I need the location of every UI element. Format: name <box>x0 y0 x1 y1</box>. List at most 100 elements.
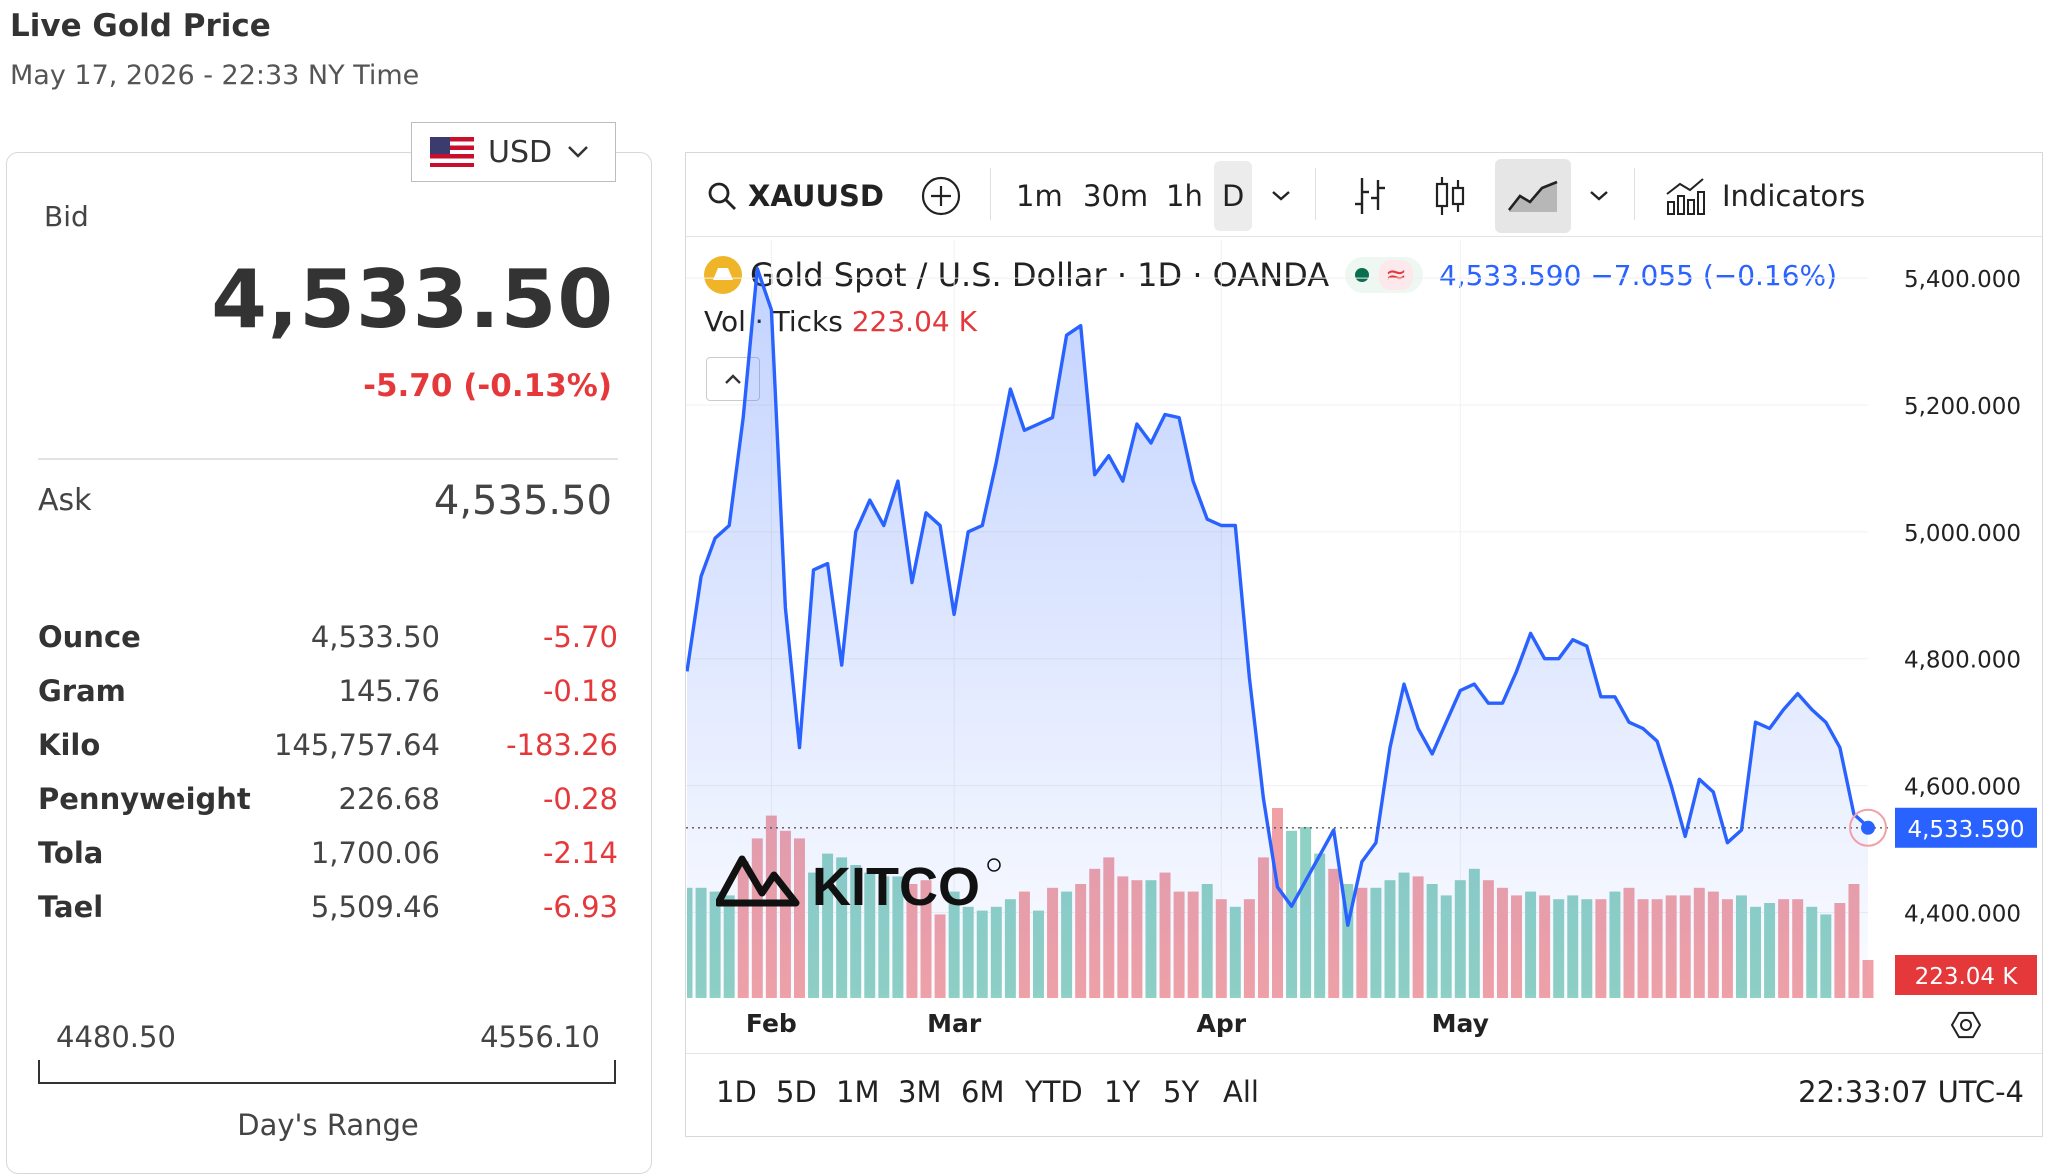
plus-circle-icon <box>921 176 961 216</box>
interval-1h[interactable]: 1h <box>1166 179 1203 213</box>
bar-chart-type-button[interactable] <box>1352 155 1388 237</box>
bid-label: Bid <box>44 200 89 233</box>
price-area <box>687 268 1868 996</box>
unit-price: 145.76 <box>338 674 440 708</box>
y-tick-label: 5,000.000 <box>1904 521 2021 547</box>
gold-bar-icon <box>704 256 742 294</box>
chart-type-dropdown[interactable] <box>1588 155 1610 237</box>
day-range-low: 4480.50 <box>56 1020 176 1054</box>
area-chart-icon <box>1507 180 1558 212</box>
bars-icon <box>1355 178 1385 214</box>
search-icon <box>708 182 736 210</box>
chart-toolbar <box>686 155 2042 237</box>
ask-label: Ask <box>38 483 92 518</box>
unit-name: Gram <box>38 674 126 708</box>
symbol-label: XAUUSD <box>748 179 884 213</box>
unit-row: Ounce 4,533.50 -5.70 <box>38 620 618 660</box>
currency-label: USD <box>488 134 553 170</box>
interval-1m[interactable]: 1m <box>1016 179 1063 213</box>
unit-change: -2.14 <box>542 836 618 870</box>
range-1m[interactable]: 1M <box>836 1075 880 1109</box>
kitco-logo: KITCO <box>714 853 1006 917</box>
chart-clock: 22:33:07 UTC-4 <box>1798 1075 2024 1109</box>
y-tick-label: 5,200.000 <box>1904 394 2021 420</box>
unit-change: -6.93 <box>542 890 618 924</box>
unit-row: Pennyweight 226.68 -0.28 <box>38 782 618 822</box>
legend-title: Gold Spot / U.S. Dollar · 1D · OANDA <box>750 256 1330 294</box>
divider <box>38 458 618 460</box>
compare-button[interactable] <box>920 155 962 237</box>
day-range-high: 4556.10 <box>480 1020 600 1054</box>
indicators-button[interactable]: Indicators <box>1664 155 1865 237</box>
currency-select[interactable]: USD <box>411 122 616 182</box>
day-range-bar <box>38 1060 616 1084</box>
y-tick-label: 4,800.000 <box>1904 648 2021 674</box>
area-chart-type-button[interactable] <box>1495 159 1571 233</box>
range-5y[interactable]: 5Y <box>1163 1075 1200 1109</box>
x-tick-label: Mar <box>927 1009 982 1038</box>
unit-price: 226.68 <box>338 782 440 816</box>
chart-legend: Gold Spot / U.S. Dollar · 1D · OANDA ≈ 4… <box>704 250 1837 300</box>
day-range-label: Day's Range <box>237 1108 419 1142</box>
candles-chart-type-button[interactable] <box>1432 155 1468 237</box>
chevron-down-icon <box>1272 191 1290 201</box>
range-6m[interactable]: 6M <box>961 1075 1005 1109</box>
chevron-down-icon <box>1590 191 1608 201</box>
range-3m[interactable]: 3M <box>898 1075 942 1109</box>
indicators-label: Indicators <box>1722 179 1866 213</box>
volume-legend: Vol · Ticks 223.04 K <box>704 305 977 338</box>
legend-change: −7.055 (−0.16%) <box>1590 258 1838 292</box>
settings-icon[interactable] <box>1950 1011 1982 1039</box>
volume-value: 223.04 K <box>851 305 977 338</box>
unit-name: Pennyweight <box>38 782 251 816</box>
svg-text:KITCO: KITCO <box>812 857 980 913</box>
range-1y[interactable]: 1Y <box>1104 1075 1141 1109</box>
y-tick-label: 5,400.000 <box>1904 267 2021 293</box>
unit-change: -0.18 <box>542 674 618 708</box>
last-price-tag-label: 4,533.590 <box>1907 817 2024 843</box>
interval-dropdown[interactable] <box>1270 155 1292 237</box>
x-tick-label: Apr <box>1196 1009 1246 1038</box>
unit-price: 1,700.06 <box>310 836 440 870</box>
unit-row: Tael 5,509.46 -6.93 <box>38 890 618 930</box>
range-bar <box>686 1053 2042 1136</box>
page-title: Live Gold Price <box>10 8 271 44</box>
price-line <box>686 266 1870 927</box>
range-ytd[interactable]: YTD <box>1025 1075 1083 1109</box>
unit-price: 5,509.46 <box>310 890 440 924</box>
quote-panel <box>6 152 652 1174</box>
range-5d[interactable]: 5D <box>776 1075 817 1109</box>
unit-name: Tola <box>38 836 104 870</box>
interval-d[interactable]: D <box>1214 161 1253 231</box>
y-tick-label: 4,400.000 <box>1904 902 2021 928</box>
settings-icon-center <box>1960 1019 1972 1031</box>
last-price-point <box>1861 820 1875 835</box>
volume-tag-label: 223.04 K <box>1915 964 2019 990</box>
unit-row: Tola 1,700.06 -2.14 <box>38 836 618 876</box>
wave-icon: ≈ <box>1379 260 1413 290</box>
symbol-search[interactable]: XAUUSD <box>706 155 884 237</box>
range-all[interactable]: All <box>1223 1075 1259 1109</box>
chevron-up-icon <box>725 374 741 384</box>
last-price-halo <box>1849 808 1887 847</box>
bid-change: -5.70 (-0.13%) <box>363 368 612 404</box>
y-tick-label: 4,600.000 <box>1904 775 2021 801</box>
unit-change: -0.28 <box>542 782 618 816</box>
us-flag-icon <box>430 137 474 167</box>
unit-row: Gram 145.76 -0.18 <box>38 674 618 714</box>
price-chart[interactable]: 5,400.000 5,200.000 5,000.000 4,800.000 4,60… <box>686 240 2042 1050</box>
indicators-icon <box>1666 178 1705 215</box>
unit-price: 4,533.50 <box>310 620 440 654</box>
legend-last-price: 4,533.590 <box>1438 258 1582 292</box>
unit-price: 145,757.64 <box>273 728 440 762</box>
page-subtitle: May 17, 2026 - 22:33 NY Time <box>10 60 420 91</box>
interval-30m[interactable]: 30m <box>1083 179 1149 213</box>
x-tick-label: May <box>1432 1009 1489 1038</box>
unit-row: Kilo 145,757.64 -183.26 <box>38 728 618 768</box>
candles-icon <box>1435 177 1465 215</box>
last-price-tag <box>1895 807 2037 848</box>
x-tick-label: Feb <box>746 1009 797 1038</box>
ask-value: 4,535.50 <box>433 478 612 524</box>
chevron-down-icon <box>568 146 588 158</box>
range-1d[interactable]: 1D <box>716 1075 757 1109</box>
